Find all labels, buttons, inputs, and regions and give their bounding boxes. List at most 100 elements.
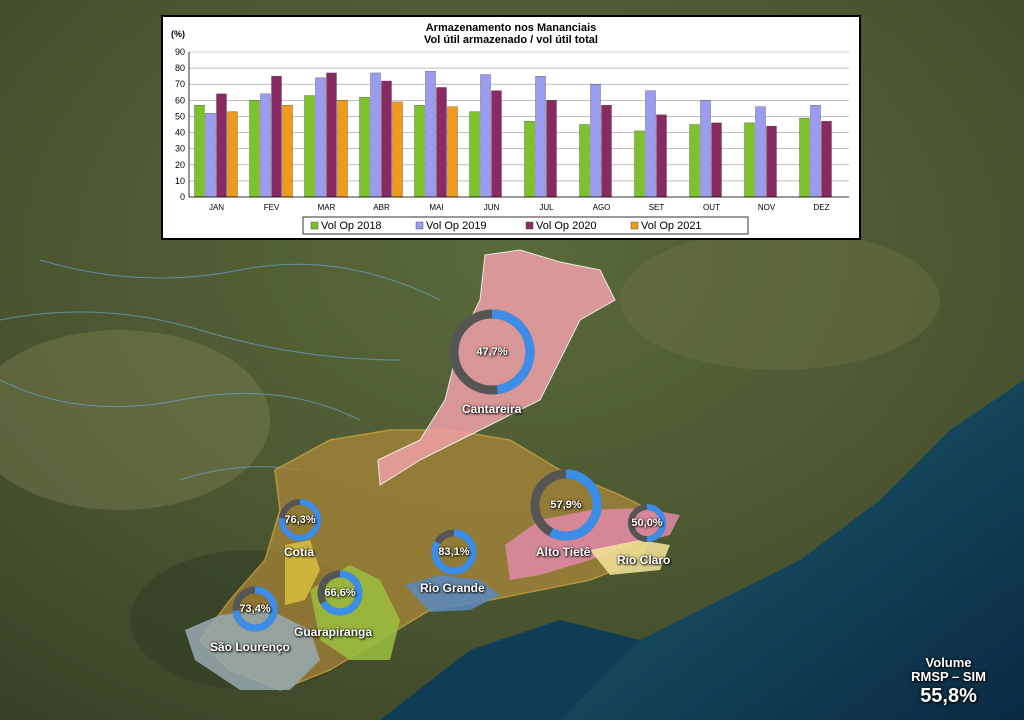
legend-swatch-3: [630, 221, 639, 230]
bar-vol-op-2020-mar: [326, 72, 337, 198]
x-tick-label-nov: NOV: [758, 203, 776, 212]
bar-vol-op-2019-out: [700, 100, 711, 198]
reservoir-name-5: Alto Tietê: [536, 545, 591, 559]
bar-vol-op-2020-jan: [216, 93, 227, 198]
bar-vol-op-2019-mar: [315, 77, 326, 198]
bar-vol-op-2019-ago: [590, 84, 601, 198]
bar-vol-op-2018-jul: [524, 121, 535, 198]
bar-vol-op-2020-dez: [821, 121, 832, 198]
bar-vol-op-2018-mar: [304, 95, 315, 198]
y-tick-label: 10: [175, 176, 185, 186]
bar-vol-op-2021-mar: [337, 100, 348, 198]
storage-bar-chart: Armazenamento nos Mananciais Vol útil ar…: [171, 22, 849, 235]
bar-vol-op-2019-nov: [755, 106, 766, 198]
bar-vol-op-2020-set: [656, 114, 667, 198]
bar-vol-op-2021-mai: [447, 106, 458, 198]
reservoir-name-3: Guarapiranga: [294, 625, 373, 639]
reservoir-percent-2: 73,4%: [239, 603, 271, 615]
bar-vol-op-2018-nov: [744, 122, 755, 198]
bar-vol-op-2018-jun: [469, 111, 480, 198]
total-line2: RMSP – SIM: [911, 669, 986, 684]
x-tick-label-set: SET: [649, 203, 665, 212]
y-tick-label: 60: [175, 95, 185, 105]
x-tick-label-out: OUT: [703, 203, 720, 212]
y-tick-label: 80: [175, 63, 185, 73]
y-axis-label: (%): [171, 29, 185, 39]
legend-label-1: Vol Op 2019: [426, 220, 487, 232]
reservoir-percent-4: 83,1%: [438, 546, 470, 558]
bar-vol-op-2021-jan: [227, 111, 238, 198]
chart-legend: [302, 216, 749, 235]
bar-vol-op-2019-jan: [205, 113, 216, 198]
reservoir-name-2: São Lourenço: [210, 640, 291, 654]
bar-vol-op-2018-mai: [414, 105, 425, 198]
bar-vol-op-2018-dez: [799, 117, 810, 198]
storage-chart-panel: Armazenamento nos Mananciais Vol útil ar…: [161, 15, 861, 240]
bar-vol-op-2018-set: [634, 130, 645, 198]
basin-guarapiranga-region: [310, 565, 400, 660]
reservoir-name-0: Cantareira: [462, 402, 522, 416]
bar-vol-op-2021-fev: [282, 105, 293, 198]
reservoir-name-4: Rio Grande: [420, 581, 485, 595]
basin-sao-lourenco-region: [185, 610, 320, 690]
legend-label-2: Vol Op 2020: [536, 220, 597, 232]
y-tick-label: 90: [175, 47, 185, 57]
reservoir-percent-5: 57,9%: [550, 499, 582, 511]
x-tick-label-abr: ABR: [373, 203, 390, 212]
ring-fill-3: [317, 570, 363, 616]
reservoir-percent-3: 66,6%: [324, 587, 356, 599]
bar-vol-op-2019-abr: [370, 72, 381, 198]
bar-vol-op-2020-nov: [766, 125, 777, 198]
ring-fill-5: [530, 469, 602, 541]
reservoir-name-1: Cotia: [284, 545, 314, 559]
bar-vol-op-2020-ago: [601, 105, 612, 198]
ring-fill-1: [279, 499, 321, 541]
chart-subtitle: Vol útil armazenado / vol útil total: [424, 34, 598, 46]
legend-swatch-1: [415, 221, 424, 230]
y-tick-label: 70: [175, 79, 185, 89]
y-tick-label: 0: [180, 192, 185, 202]
bar-vol-op-2019-fev: [260, 93, 271, 198]
reservoir-name-6: Rio Claro: [617, 553, 671, 567]
bar-vol-op-2019-mai: [425, 71, 436, 198]
x-tick-label-jan: JAN: [209, 203, 224, 212]
bar-vol-op-2018-fev: [249, 100, 260, 198]
x-tick-label-mai: MAI: [429, 203, 443, 212]
y-tick-label: 20: [175, 160, 185, 170]
bar-vol-op-2020-jun: [491, 90, 502, 198]
bar-vol-op-2019-dez: [810, 105, 821, 198]
bar-vol-op-2020-abr: [381, 80, 392, 198]
legend-label-3: Vol Op 2021: [641, 220, 702, 232]
y-tick-label: 30: [175, 144, 185, 154]
x-tick-label-jul: JUL: [539, 203, 554, 212]
x-tick-label-dez: DEZ: [814, 203, 830, 212]
legend-label-0: Vol Op 2018: [321, 220, 382, 232]
total-value: 55,8%: [920, 685, 977, 707]
bar-vol-op-2020-jul: [546, 100, 557, 198]
ring-fill-2: [232, 586, 278, 632]
x-tick-label-mar: MAR: [318, 203, 336, 212]
basin-cantareira-region: [377, 249, 616, 486]
x-tick-label-ago: AGO: [593, 203, 611, 212]
bar-vol-op-2018-abr: [359, 96, 370, 198]
ring-fill-6: [628, 504, 666, 542]
basin-rio-claro-region: [590, 540, 670, 575]
y-tick-label: 40: [175, 128, 185, 138]
total-line1: Volume: [925, 655, 972, 670]
ring-fill-4: [431, 529, 477, 575]
bar-vol-op-2018-out: [689, 124, 700, 198]
bar-vol-op-2019-jul: [535, 76, 546, 198]
y-tick-label: 50: [175, 111, 185, 121]
basin-cotia-region: [285, 540, 320, 605]
reservoir-percent-1: 76,3%: [284, 514, 316, 526]
bar-vol-op-2018-ago: [579, 124, 590, 198]
bar-vol-op-2020-mai: [436, 87, 447, 198]
bar-vol-op-2018-jan: [194, 105, 205, 198]
bar-vol-op-2020-out: [711, 122, 722, 198]
legend-swatch-2: [525, 221, 534, 230]
basin-rio-grande-region: [405, 575, 500, 612]
reservoir-percent-0: 47,7%: [476, 346, 508, 358]
x-tick-label-jun: JUN: [484, 203, 500, 212]
total-volume-box: Volume RMSP – SIM 55,8%: [911, 656, 986, 708]
bar-vol-op-2019-set: [645, 90, 656, 198]
